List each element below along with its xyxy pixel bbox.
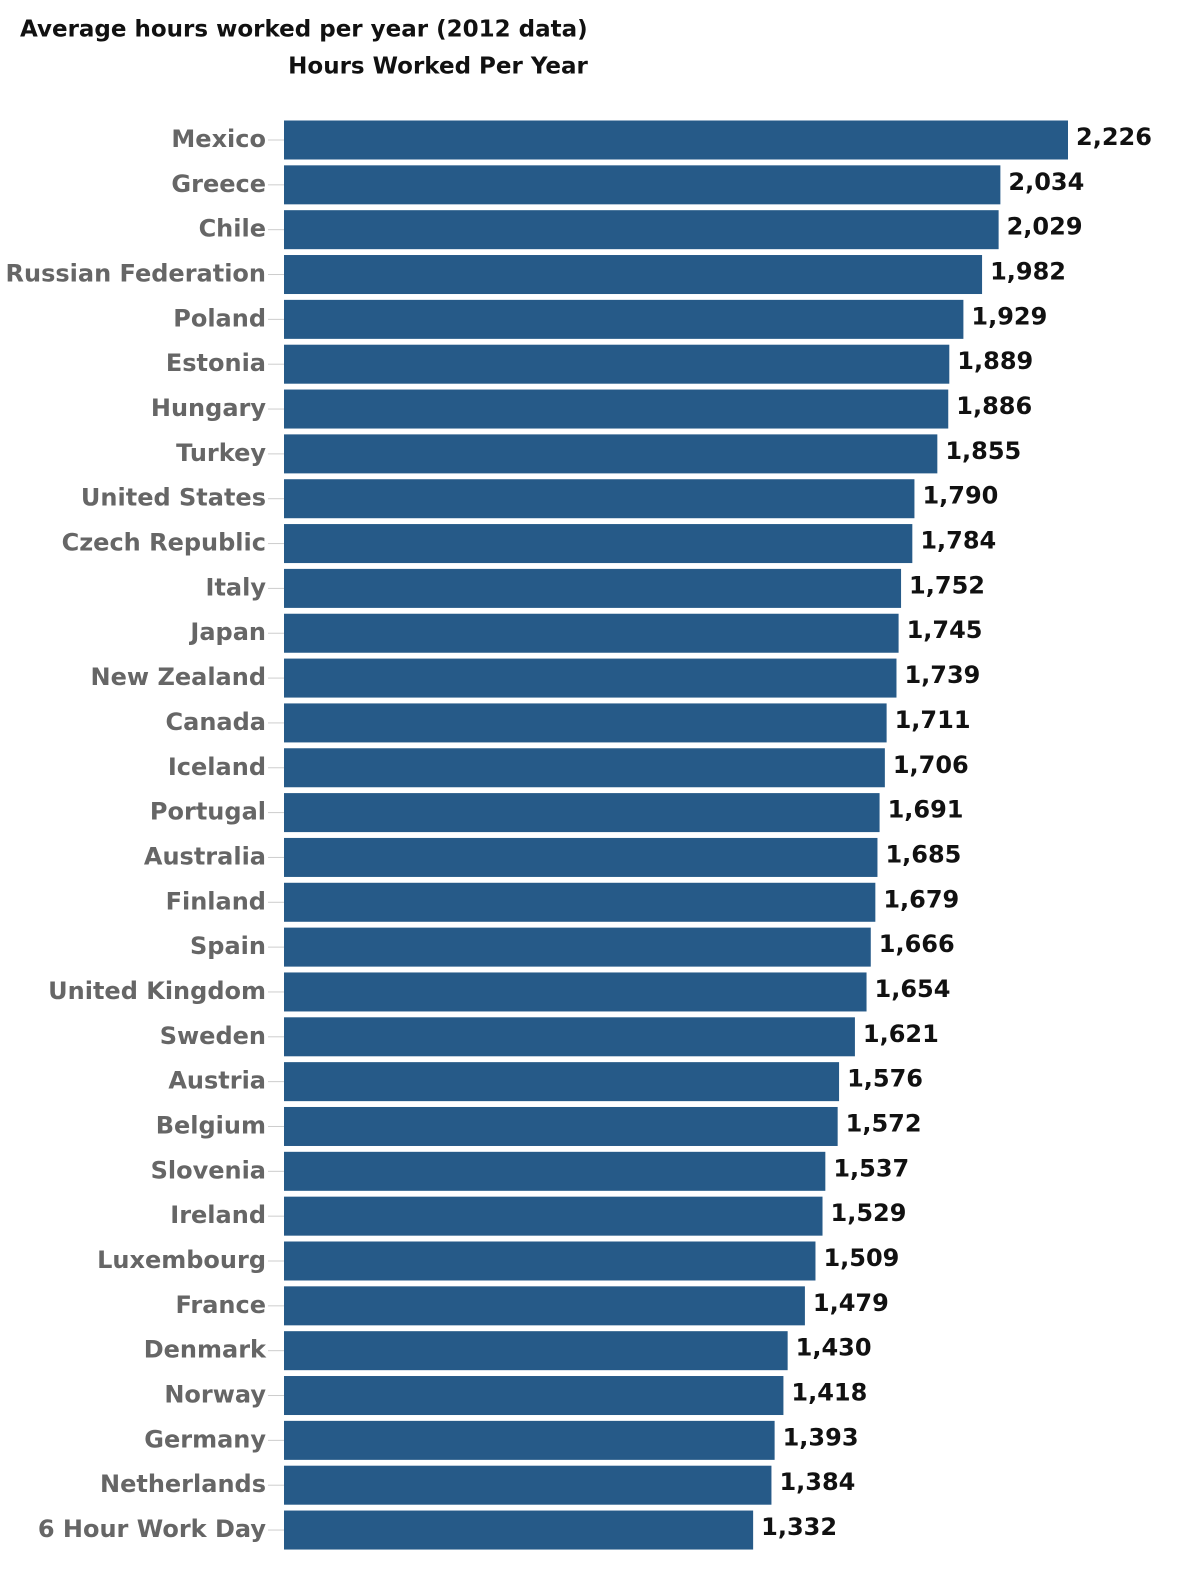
bar xyxy=(284,748,885,788)
bar xyxy=(284,389,949,429)
category-label: Estonia xyxy=(166,349,266,377)
category-label: Netherlands xyxy=(100,1470,266,1498)
bar xyxy=(284,1286,805,1326)
bar xyxy=(284,1017,855,1057)
value-label: 1,679 xyxy=(883,885,959,913)
bar xyxy=(284,703,887,743)
bar xyxy=(284,837,878,877)
value-label: 1,621 xyxy=(863,1020,939,1048)
value-label: 1,790 xyxy=(922,482,998,510)
bar xyxy=(284,613,899,653)
bar xyxy=(284,1196,823,1236)
category-label: Germany xyxy=(144,1425,266,1453)
value-label: 1,393 xyxy=(783,1423,859,1451)
bar xyxy=(284,568,902,608)
category-label: Hungary xyxy=(151,394,266,422)
value-label: 1,929 xyxy=(971,302,1047,330)
value-label: 1,654 xyxy=(875,975,951,1003)
bar xyxy=(284,882,876,922)
category-label: France xyxy=(176,1291,266,1319)
bar xyxy=(284,927,871,967)
value-label: 1,691 xyxy=(888,796,964,824)
value-label: 1,706 xyxy=(893,751,969,779)
category-label: New Zealand xyxy=(91,663,266,691)
category-label: Australia xyxy=(144,842,266,870)
category-label: Sweden xyxy=(160,1022,266,1050)
value-label: 1,332 xyxy=(761,1513,837,1541)
category-label: Norway xyxy=(164,1381,266,1409)
category-label: Luxembourg xyxy=(97,1246,266,1274)
bar xyxy=(284,1151,826,1191)
bar xyxy=(284,255,983,295)
bar xyxy=(284,210,999,250)
category-label: Italy xyxy=(206,573,267,601)
value-label: 1,739 xyxy=(904,661,980,689)
category-label: Czech Republic xyxy=(62,529,266,557)
category-label: Greece xyxy=(171,170,266,198)
value-label: 2,034 xyxy=(1008,168,1084,196)
bar xyxy=(284,1062,840,1102)
value-label: 1,666 xyxy=(879,930,955,958)
value-label: 1,529 xyxy=(831,1199,907,1227)
value-label: 1,889 xyxy=(957,347,1033,375)
value-label: 1,509 xyxy=(823,1244,899,1272)
bar xyxy=(284,524,913,564)
category-label: Spain xyxy=(190,932,266,960)
category-label: Canada xyxy=(166,708,266,736)
bar xyxy=(284,1376,784,1416)
bar xyxy=(284,434,938,474)
value-label: 1,752 xyxy=(909,571,985,599)
bar xyxy=(284,479,915,519)
value-label: 1,576 xyxy=(847,1065,923,1093)
category-label: Russian Federation xyxy=(6,260,266,288)
category-label: Poland xyxy=(173,304,266,332)
bar xyxy=(284,344,950,384)
chart-subtitle: Hours Worked Per Year xyxy=(288,54,588,80)
value-label: 1,479 xyxy=(813,1289,889,1317)
bar xyxy=(284,165,1001,205)
value-label: 2,029 xyxy=(1007,213,1083,241)
category-label: Austria xyxy=(168,1067,266,1095)
category-label: Iceland xyxy=(168,753,266,781)
category-label: Chile xyxy=(199,215,266,243)
bar xyxy=(284,299,964,339)
value-label: 1,784 xyxy=(920,527,996,555)
bar xyxy=(284,1241,816,1281)
category-label: Portugal xyxy=(150,798,266,826)
category-label: Denmark xyxy=(144,1336,267,1364)
bar xyxy=(284,1106,838,1146)
value-label: 1,745 xyxy=(907,616,983,644)
value-label: 1,711 xyxy=(895,706,971,734)
bar xyxy=(284,972,867,1012)
chart-title: Average hours worked per year (2012 data… xyxy=(20,17,588,43)
category-label: 6 Hour Work Day xyxy=(38,1515,267,1543)
category-label: Ireland xyxy=(170,1201,266,1229)
bar xyxy=(284,120,1068,160)
category-label: Finland xyxy=(166,887,266,915)
value-label: 1,982 xyxy=(990,258,1066,286)
value-label: 1,418 xyxy=(791,1379,867,1407)
category-label: United Kingdom xyxy=(48,977,266,1005)
category-label: United States xyxy=(81,484,266,512)
category-label: Turkey xyxy=(176,439,266,467)
value-label: 1,537 xyxy=(833,1154,909,1182)
value-label: 2,226 xyxy=(1076,123,1152,151)
value-label: 1,572 xyxy=(846,1109,922,1137)
bar xyxy=(284,1465,772,1505)
value-label: 1,384 xyxy=(779,1468,855,1496)
bar xyxy=(284,1510,754,1550)
value-label: 1,886 xyxy=(956,392,1032,420)
value-label: 1,685 xyxy=(885,840,961,868)
bar xyxy=(284,658,897,698)
value-label: 1,855 xyxy=(945,437,1021,465)
bar xyxy=(284,1420,775,1460)
bar xyxy=(284,1331,788,1371)
category-label: Slovenia xyxy=(151,1156,266,1184)
category-label: Japan xyxy=(188,618,266,646)
bar xyxy=(284,793,880,833)
category-label: Mexico xyxy=(171,125,266,153)
category-label: Belgium xyxy=(156,1111,266,1139)
value-label: 1,430 xyxy=(796,1334,872,1362)
